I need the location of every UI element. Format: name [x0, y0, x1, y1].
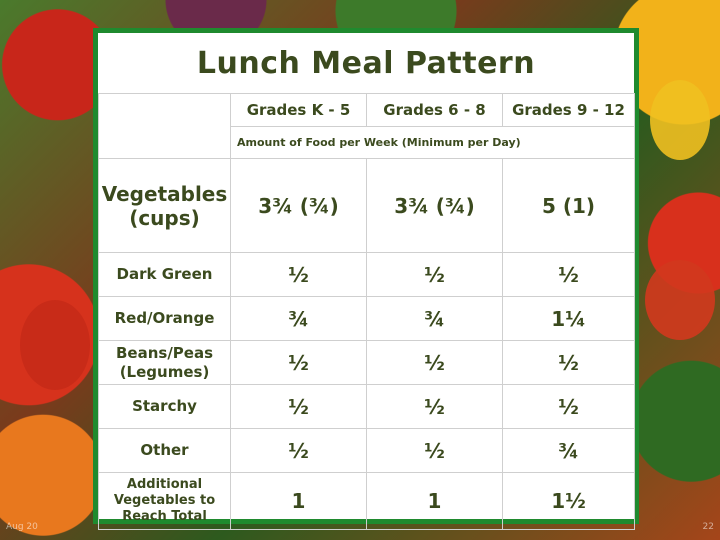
background-vegetable — [645, 260, 715, 340]
row-label-line: Reach Total — [122, 509, 207, 524]
table-row: Other ½ ½ ¾ — [98, 428, 635, 473]
table-row: Red/Orange ¾ ¾ 1¼ — [98, 296, 635, 341]
cell-value: ½ — [502, 252, 635, 297]
cell-value: ½ — [230, 252, 367, 297]
table-row: Beans/Peas (Legumes) ½ ½ ½ — [98, 340, 635, 385]
table-row: Dark Green ½ ½ ½ — [98, 252, 635, 297]
cell-value: ¾ — [366, 296, 503, 341]
cell-value: ½ — [230, 340, 367, 385]
cell-value: ¾ — [230, 296, 367, 341]
corner-cell — [98, 93, 231, 159]
row-label-red-orange: Red/Orange — [98, 296, 231, 341]
page-title: Lunch Meal Pattern — [196, 45, 536, 81]
grade-header-6-8: Grades 6 - 8 — [366, 93, 503, 127]
table-row: Starchy ½ ½ ½ — [98, 384, 635, 429]
vegetables-label: Vegetables (cups) — [98, 158, 231, 253]
cell-value: 1 — [230, 472, 367, 530]
meal-pattern-card: Lunch Meal Pattern Grades K - 5 Grades 6… — [98, 33, 635, 530]
footer-date: Aug 20 — [6, 522, 38, 532]
background-vegetable — [20, 300, 90, 390]
row-label-other: Other — [98, 428, 231, 473]
row-label-line: Beans/Peas — [115, 343, 214, 362]
row-label-dark-green: Dark Green — [98, 252, 231, 297]
slide-number: 22 — [702, 522, 714, 532]
subheader-row: Amount of Food per Week (Minimum per Day… — [99, 126, 635, 159]
row-label-line: Vegetables to — [113, 493, 216, 508]
cell-value: ½ — [366, 428, 503, 473]
vegetables-label-line1: Vegetables — [101, 181, 228, 206]
cell-value: 1 — [366, 472, 503, 530]
cell-value: ½ — [366, 384, 503, 429]
row-label-additional: Additional Vegetables to Reach Total — [98, 472, 231, 530]
vegetables-value-6-8: 3¾ (¾) — [366, 158, 503, 253]
vegetables-value-k5: 3¾ (¾) — [230, 158, 367, 253]
cell-value: ½ — [366, 252, 503, 297]
background-vegetable — [650, 80, 710, 160]
cell-value: ½ — [230, 428, 367, 473]
vegetables-value-9-12: 5 (1) — [502, 158, 635, 253]
cell-value: 1¼ — [502, 296, 635, 341]
row-label-starchy: Starchy — [98, 384, 231, 429]
cell-value: 1½ — [502, 472, 635, 530]
amount-subheader: Amount of Food per Week (Minimum per Day… — [230, 126, 635, 159]
vegetables-label-line2: (cups) — [129, 205, 200, 230]
cell-value: ½ — [366, 340, 503, 385]
meal-pattern-panel: Lunch Meal Pattern Grades K - 5 Grades 6… — [93, 28, 639, 530]
cell-value: ¾ — [502, 428, 635, 473]
cell-value: ½ — [502, 384, 635, 429]
row-label-beans-peas: Beans/Peas (Legumes) — [98, 340, 231, 385]
table-row: Additional Vegetables to Reach Total 1 1… — [98, 472, 635, 530]
cell-value: ½ — [230, 384, 367, 429]
grade-header-k5: Grades K - 5 — [230, 93, 367, 127]
meal-pattern-table: Grades K - 5 Grades 6 - 8 Grades 9 - 12 … — [98, 93, 635, 530]
grade-header-9-12: Grades 9 - 12 — [502, 93, 635, 127]
vegetables-row: Vegetables (cups) 3¾ (¾) 3¾ (¾) 5 (1) — [98, 158, 635, 253]
grade-header-row: Grades K - 5 Grades 6 - 8 Grades 9 - 12 — [98, 93, 635, 159]
row-label-line: Additional — [126, 477, 203, 492]
cell-value: ½ — [502, 340, 635, 385]
row-label-line: (Legumes) — [119, 362, 210, 381]
